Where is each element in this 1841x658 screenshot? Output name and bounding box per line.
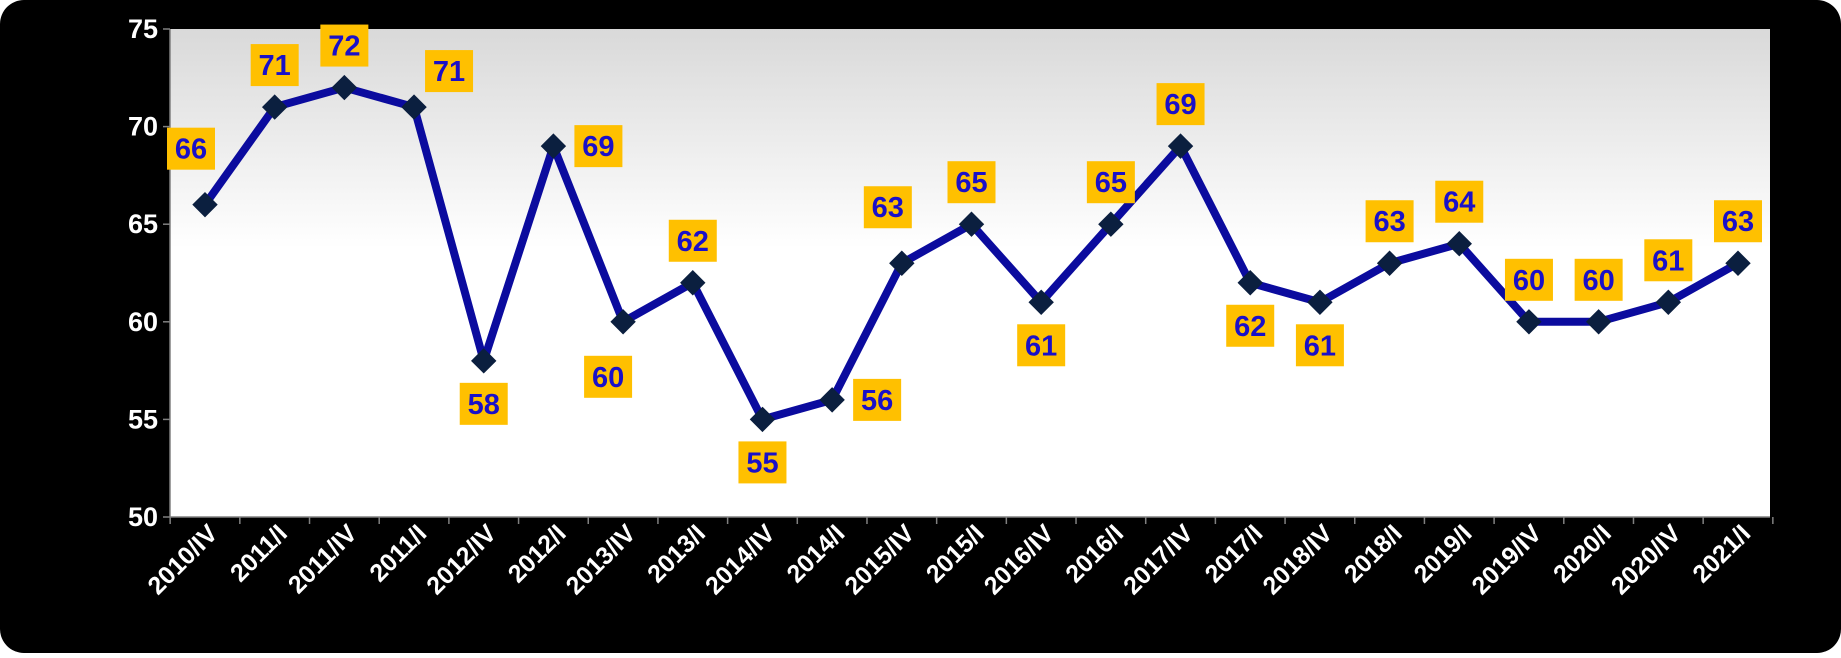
- data-label-box: [668, 219, 717, 262]
- data-label-box: [584, 355, 633, 398]
- data-label: 65: [955, 167, 987, 199]
- data-label: 63: [1373, 206, 1405, 238]
- data-label: 62: [677, 226, 709, 258]
- data-label-box: [1295, 324, 1344, 367]
- data-label-box: [574, 125, 623, 168]
- data-label: 63: [872, 192, 904, 224]
- data-label: 61: [1652, 245, 1684, 277]
- data-label-box: [425, 50, 474, 93]
- data-label: 64: [1443, 187, 1475, 219]
- data-point-marker: [1028, 289, 1054, 315]
- data-labels: 66 71 72 71 58 69 60 62 55 56 63 65 61 65 69 62 61 63 64 60…: [167, 24, 1762, 484]
- data-point-marker: [192, 191, 218, 218]
- data-label: 56: [861, 385, 893, 417]
- data-label-box: [167, 127, 215, 170]
- y-tick-label: 75: [128, 14, 158, 44]
- y-tick-label: 70: [128, 112, 158, 142]
- y-tick-label: 50: [128, 502, 158, 532]
- data-label: 61: [1025, 330, 1057, 362]
- data-label: 61: [1304, 330, 1336, 362]
- data-point-marker: [1098, 211, 1124, 237]
- data-label-box: [1435, 180, 1484, 223]
- data-label-box: [320, 24, 369, 67]
- data-point-marker: [1167, 133, 1194, 159]
- data-point-marker: [610, 309, 636, 335]
- y-tick-label: 60: [128, 307, 158, 337]
- data-point-marker: [819, 387, 845, 413]
- data-point-marker: [1655, 289, 1682, 315]
- data-point-marker: [1307, 289, 1333, 315]
- data-label: 66: [175, 134, 207, 166]
- data-label-box: [1574, 258, 1623, 301]
- data-point-marker: [958, 211, 985, 237]
- data-label: 55: [746, 447, 778, 479]
- data-label: 71: [259, 50, 291, 82]
- axes: [163, 28, 1774, 524]
- data-point-marker: [1446, 231, 1472, 257]
- data-label-box: [947, 161, 996, 204]
- data-point-marker: [261, 94, 288, 120]
- data-label-box: [1365, 200, 1414, 243]
- data-label: 60: [1513, 265, 1545, 297]
- data-point-marker: [749, 406, 776, 433]
- data-point-marker: [889, 250, 915, 276]
- y-tick-labels: 50 55 60 65 70 75: [128, 14, 158, 532]
- data-label-box: [250, 44, 299, 87]
- data-label-box: [459, 382, 508, 425]
- data-point-marker: [1516, 309, 1542, 335]
- y-tick-label: 55: [128, 404, 158, 434]
- data-label-box: [1226, 304, 1275, 347]
- data-label: 63: [1722, 206, 1754, 238]
- data-point-marker: [471, 348, 497, 374]
- data-label: 69: [582, 131, 614, 163]
- data-label-box: [1156, 83, 1205, 126]
- data-label-box: [863, 186, 912, 229]
- data-label-box: [1086, 161, 1135, 204]
- data-point-marker: [1725, 250, 1751, 276]
- data-point-marker: [1237, 270, 1263, 296]
- data-label: 72: [328, 31, 360, 63]
- data-point-marker: [1376, 250, 1403, 276]
- data-point-marker: [1585, 309, 1612, 335]
- data-label-box: [1504, 258, 1553, 301]
- data-point-marker: [401, 94, 427, 120]
- data-label: 65: [1095, 167, 1127, 199]
- y-tick-label: 65: [128, 209, 158, 239]
- series-markers: [192, 74, 1751, 433]
- data-label-box: [1644, 239, 1693, 282]
- data-label: 60: [592, 362, 624, 394]
- data-label-box: [1017, 324, 1066, 367]
- data-label-box: [1714, 200, 1762, 243]
- data-label: 71: [433, 56, 465, 88]
- data-point-marker: [680, 270, 706, 296]
- data-point-marker: [331, 74, 358, 101]
- data-point-marker: [540, 133, 567, 159]
- data-label: 60: [1583, 265, 1615, 297]
- data-label: 69: [1164, 89, 1196, 121]
- data-label-box: [853, 378, 902, 421]
- data-label-box: [738, 441, 787, 484]
- plot-area: [170, 29, 1770, 517]
- data-label: 58: [468, 389, 500, 421]
- data-label: 62: [1234, 311, 1266, 343]
